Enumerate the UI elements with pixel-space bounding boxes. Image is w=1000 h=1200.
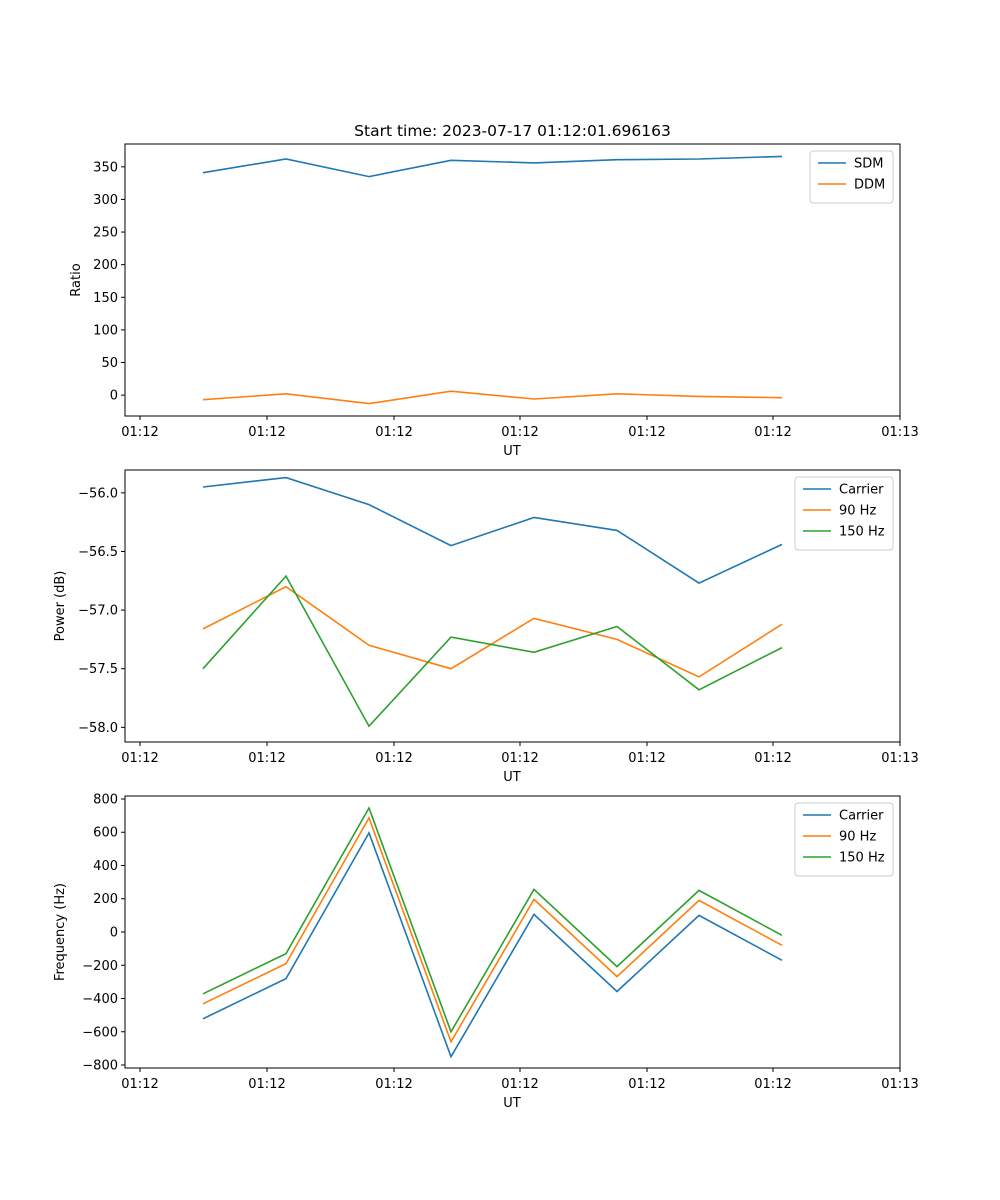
legend-label: DDM [854, 178, 885, 193]
series-line-150-hz [202, 574, 783, 728]
y-axis-label: Frequency (Hz) [53, 883, 68, 981]
legend-label: SDM [854, 157, 883, 172]
y-tick-label: 150 [93, 291, 118, 306]
y-tick-label: −57.0 [78, 604, 118, 619]
x-tick-label: 01:12 [754, 425, 791, 440]
series-line-carrier [202, 831, 783, 1059]
y-tick-label: 200 [93, 258, 118, 273]
series-line-ddm [202, 390, 783, 405]
y-tick-label: −56.5 [78, 545, 118, 560]
chart-panel-2: 01:12 01:12 01:12 01:12 01:12 01:12 01:13 −58.0… [53, 469, 919, 785]
x-tick-label: 01:12 [248, 425, 285, 440]
y-tick-label: 250 [93, 226, 118, 241]
legend-label: Carrier [839, 809, 884, 824]
x-axis-label: UT [503, 770, 521, 785]
series-line-90-hz [202, 585, 783, 678]
x-tick-label: 01:12 [628, 751, 665, 766]
x-tick-label: 01:12 [375, 1077, 412, 1092]
y-tick-label: −400 [82, 992, 118, 1007]
y-tick-label: −600 [82, 1025, 118, 1040]
y-tick-label: 100 [93, 323, 118, 338]
x-tick-label: 01:13 [881, 425, 918, 440]
y-axis-label: Ratio [69, 263, 84, 296]
axes-frame [124, 469, 901, 743]
legend-label: 150 Hz [839, 525, 885, 540]
y-tick-label: 0 [110, 389, 118, 404]
y-tick-label: 400 [93, 859, 118, 874]
y-tick-label: 800 [93, 792, 118, 807]
y-tick-label: 50 [101, 356, 118, 371]
x-tick-label: 01:13 [881, 751, 918, 766]
x-tick-label: 01:12 [501, 1077, 538, 1092]
legend-label: Carrier [839, 483, 884, 498]
y-tick-label: 600 [93, 826, 118, 841]
x-tick-label: 01:12 [628, 1077, 665, 1092]
y-tick-label: 300 [93, 193, 118, 208]
axes-frame [124, 143, 901, 417]
x-tick-label: 01:12 [121, 751, 158, 766]
x-tick-label: 01:12 [754, 1077, 791, 1092]
y-axis-label: Power (dB) [53, 571, 68, 642]
y-tick-label: 0 [110, 926, 118, 941]
x-tick-label: 01:12 [248, 751, 285, 766]
series-line-sdm [202, 155, 783, 178]
y-tick-label: −200 [82, 959, 118, 974]
legend-box [809, 150, 894, 204]
x-tick-label: 01:12 [754, 751, 791, 766]
x-axis-label: UT [503, 1096, 521, 1111]
legend-label: 150 Hz [839, 851, 885, 866]
chart-panel-3: 01:12 01:12 01:12 01:12 01:12 01:12 01:13 −800 −… [53, 792, 919, 1111]
y-tick-label: −56.0 [78, 486, 118, 501]
chart-panel-1: Start time: 2023-07-17 01:12:01.69616301… [69, 122, 919, 459]
series-line-150-hz [202, 806, 783, 1034]
x-tick-label: 01:12 [501, 425, 538, 440]
axes-frame [124, 795, 901, 1069]
series-line-90-hz [202, 816, 783, 1044]
x-tick-label: 01:12 [628, 425, 665, 440]
x-tick-label: 01:12 [121, 425, 158, 440]
y-tick-label: 200 [93, 892, 118, 907]
y-tick-label: −58.0 [78, 721, 118, 736]
legend-label: 90 Hz [839, 830, 876, 845]
x-tick-label: 01:12 [501, 751, 538, 766]
legend-label: 90 Hz [839, 504, 876, 519]
x-axis-label: UT [503, 444, 521, 459]
x-tick-label: 01:13 [881, 1077, 918, 1092]
y-tick-label: −57.5 [78, 662, 118, 677]
x-tick-label: 01:12 [121, 1077, 158, 1092]
x-tick-label: 01:12 [375, 425, 412, 440]
x-tick-label: 01:12 [375, 751, 412, 766]
chart-title: Start time: 2023-07-17 01:12:01.696163 [354, 122, 671, 140]
series-line-carrier [202, 476, 783, 585]
x-tick-label: 01:12 [248, 1077, 285, 1092]
y-tick-label: 350 [93, 160, 118, 175]
y-tick-label: −800 [82, 1059, 118, 1074]
